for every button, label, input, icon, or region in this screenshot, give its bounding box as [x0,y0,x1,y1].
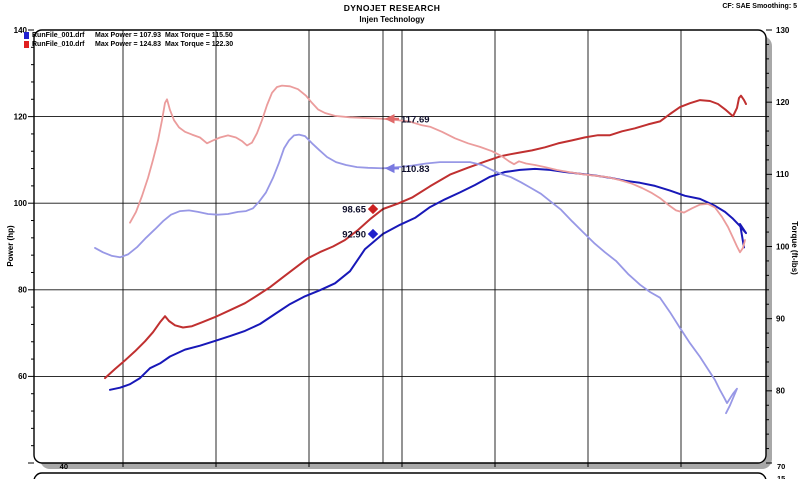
torque-tick-label: 90 [776,314,785,323]
run-legend: RunFile_001.drf Max Power = 107.93 Max T… [24,31,233,49]
torque-tick-label: 110 [776,170,789,179]
torque-tick-label: 80 [776,387,785,396]
cursor-diamond-marker-icon [367,228,379,240]
cursor-value-label: 117.69 [401,114,430,125]
run001-max-power-label: Max Power = 107.93 [95,32,161,39]
power-tick-label-40: 40 [60,462,68,471]
correction-smoothing-label: CF: SAE Smoothing: 5 [722,3,797,10]
curve-power_run001 [109,167,747,391]
run010-color-swatch-icon [24,41,29,48]
power-tick-label: 120 [14,112,28,121]
bottom-graph-panel [33,472,767,479]
cursor-value-label: 98.65 [342,205,366,216]
power-tick-label: 60 [18,372,27,381]
power-axis-title: Power (hp) [6,225,15,267]
run001-max-torque-label: Max Torque = 115.50 [165,32,233,39]
power-tick-label: 80 [18,286,27,295]
chart-subtitle: Injen Technology [359,15,425,24]
legend-row-run001[interactable]: RunFile_001.drf Max Power = 107.93 Max T… [24,31,233,40]
run010-file-label: RunFile_010.drf [32,41,85,48]
curve-power_run010 [104,94,747,380]
run001-file-label: RunFile_001.drf [32,32,85,39]
chart-title: DYNOJET RESEARCH [343,3,441,13]
graph-panel [34,30,766,463]
run001-color-swatch-icon [24,32,29,39]
cursor-value-label: 92.90 [342,230,366,241]
torque-tick-label: 120 [776,98,790,107]
torque-tick-label: 130 [776,26,790,35]
cursor-value-label: 110.83 [401,164,430,175]
run010-max-power-label: Max Power = 124.83 [95,41,161,48]
run010-max-torque-label: Max Torque = 122.30 [165,41,234,48]
curve-torque_run001 [94,133,738,415]
cursor-diamond-marker-icon [367,203,379,215]
torque-tick-label-70: 70 [777,462,785,471]
legend-row-run010[interactable]: RunFile_010.drf Max Power = 124.83 Max T… [24,40,233,49]
power-tick-label: 100 [14,199,28,208]
bottom-panel-right-tick-label: 15 [777,474,785,479]
power-tick-label: 140 [14,26,28,35]
torque-tick-label: 100 [776,242,790,251]
curve-torque_run010 [129,84,746,254]
torque-axis-title: Torque (ft-lbs) [790,221,799,275]
